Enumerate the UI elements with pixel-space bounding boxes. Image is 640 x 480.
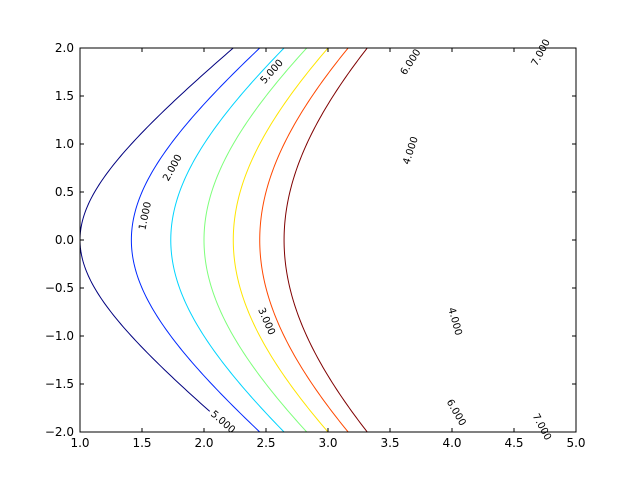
x-tick-label: 1.5 <box>132 436 151 450</box>
contour-label-background <box>205 406 240 439</box>
y-axis-tick-labels: 2.0 1.5 1.0 0.5 0.0 −0.5 −1.0 −1.5 −2.0 <box>45 41 74 439</box>
contour-label-background <box>159 150 187 186</box>
x-tick-label: 3.0 <box>318 436 337 450</box>
contour-lines <box>80 48 368 432</box>
contour-line-1 <box>80 48 234 432</box>
contour-label-background <box>256 55 288 89</box>
x-tick-label: 3.5 <box>380 436 399 450</box>
y-tick-label: −2.0 <box>45 425 74 439</box>
x-tick-label: 5.0 <box>566 436 585 450</box>
contour-line-7 <box>283 48 368 432</box>
contour-label-background <box>136 198 156 234</box>
contour-line-3 <box>170 48 285 432</box>
y-tick-label: 2.0 <box>55 41 74 55</box>
contour-label-background <box>444 303 465 340</box>
contour-label-background <box>528 409 555 446</box>
y-tick-label: 0.0 <box>55 233 74 247</box>
y-tick-label: −0.5 <box>45 281 74 295</box>
contour-line-6 <box>259 48 349 432</box>
y-tick-label: 1.5 <box>55 89 74 103</box>
y-tick-label: −1.5 <box>45 377 74 391</box>
x-tick-label: 4.0 <box>442 436 461 450</box>
contour-label-background <box>442 395 470 431</box>
axis-ticks <box>79 47 577 433</box>
contour-label-background <box>400 132 423 169</box>
contour-label: 1.000 <box>136 198 156 234</box>
x-tick-label: 1.0 <box>70 436 89 450</box>
contour-line-5 <box>232 48 329 432</box>
y-tick-label: 0.5 <box>55 185 74 199</box>
contour-label-background <box>528 34 555 71</box>
y-tick-label: 1.0 <box>55 137 74 151</box>
contour-label-background <box>396 44 426 80</box>
x-tick-label: 4.5 <box>504 436 523 450</box>
x-axis-tick-labels: 1.0 1.5 2.0 2.5 3.0 3.5 4.0 4.5 5.0 <box>70 436 585 450</box>
x-tick-label: 2.0 <box>194 436 213 450</box>
contour-label-background <box>253 303 279 340</box>
x-tick-label: 2.5 <box>256 436 275 450</box>
contour-line-2 <box>130 48 261 432</box>
y-tick-label: −1.0 <box>45 329 74 343</box>
contour-line-4 <box>203 48 308 432</box>
